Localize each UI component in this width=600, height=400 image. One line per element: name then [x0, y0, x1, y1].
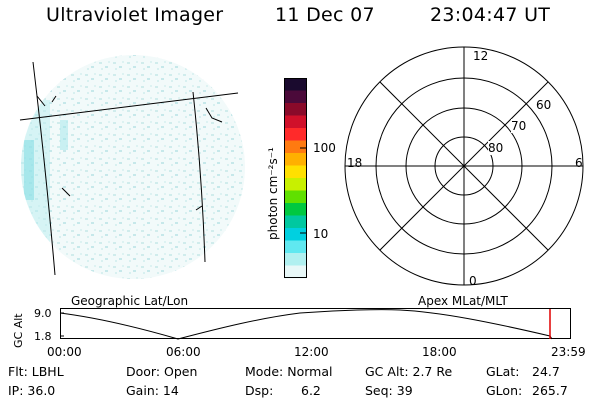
colorbar-swatch [284, 265, 307, 279]
time-tick-0000: 00:00 [47, 345, 82, 359]
apex-grid-label: Apex MLat/MLT [418, 294, 508, 308]
colorbar-label: photon cm⁻²s⁻¹ [266, 147, 280, 240]
dsp-label: Dsp: [245, 383, 274, 398]
glat-label: GLat: [486, 364, 520, 379]
polar-label-0: 0 [469, 274, 477, 288]
polar-ring-70: 70 [511, 119, 527, 133]
gain-info: Gain: 14 [126, 383, 179, 398]
colorbar-swatch [284, 165, 307, 179]
colorbar-swatch [284, 153, 307, 166]
mode-info: Mode: Normal [245, 364, 333, 379]
geo-grid-label: Geographic Lat/Lon [71, 294, 189, 308]
polar-mlt-plot [344, 46, 584, 286]
colorbar-swatch [284, 203, 307, 216]
polar-ring-60: 60 [536, 98, 552, 112]
time-label: 23:04:47 UT [430, 4, 551, 26]
altitude-plot [59, 308, 571, 340]
polar-label-12: 12 [473, 49, 489, 63]
altitude-curve [59, 309, 553, 340]
time-tick-1800: 18:00 [422, 345, 457, 359]
door-info: Door: Open [126, 364, 198, 379]
glon-value: 265.7 [532, 383, 568, 398]
altitude-tick-low: 1.8 [34, 330, 52, 343]
altitude-tick-high: 9.0 [34, 307, 52, 320]
glon-label: GLon: [486, 383, 523, 398]
colorbar-swatch [284, 128, 307, 141]
uv-image-disk [21, 55, 245, 279]
colorbar-tick-10: 10 [313, 227, 329, 241]
geo-grid-line [192, 91, 206, 263]
colorbar-swatch [284, 215, 307, 229]
colorbar-swatch [284, 240, 307, 254]
colorbar-swatch [284, 115, 307, 129]
colorbar [284, 78, 307, 279]
colorbar-swatch [284, 228, 307, 241]
colorbar-swatch [284, 103, 307, 116]
polar-label-6: 6 [575, 156, 583, 170]
coastline [61, 187, 203, 211]
gc-alt-info: GC Alt: 2.7 Re [365, 364, 453, 379]
time-tick-2359: 23:59 [551, 345, 586, 359]
colorbar-swatch [284, 253, 307, 266]
glat-value: 24.7 [532, 364, 560, 379]
time-tick-1200: 12:00 [294, 345, 329, 359]
colorbar-tick-100: 100 [313, 141, 336, 155]
instrument-title: Ultraviolet Imager [46, 4, 224, 26]
colorbar-swatch [284, 140, 307, 154]
uv-image-panel [19, 55, 245, 279]
dsp-value: 6.2 [301, 383, 321, 398]
colorbar-swatch [284, 90, 307, 104]
time-tick-0600: 06:00 [166, 345, 201, 359]
ip-info: IP: 36.0 [8, 383, 56, 398]
seq-info: Seq: 39 [365, 383, 413, 398]
polar-label-18: 18 [347, 156, 363, 170]
colorbar-swatch [284, 178, 307, 191]
polar-ring-80: 80 [488, 141, 504, 155]
geo-grid-line [32, 61, 56, 276]
colorbar-swatch [284, 190, 307, 204]
altitude-axis-label: GC Alt [12, 313, 25, 348]
date-label: 11 Dec 07 [275, 4, 375, 26]
filter-info: Flt: LBHL [8, 364, 64, 379]
colorbar-swatch [284, 78, 307, 91]
coastline [36, 95, 223, 123]
geo-grid-line [19, 92, 239, 121]
